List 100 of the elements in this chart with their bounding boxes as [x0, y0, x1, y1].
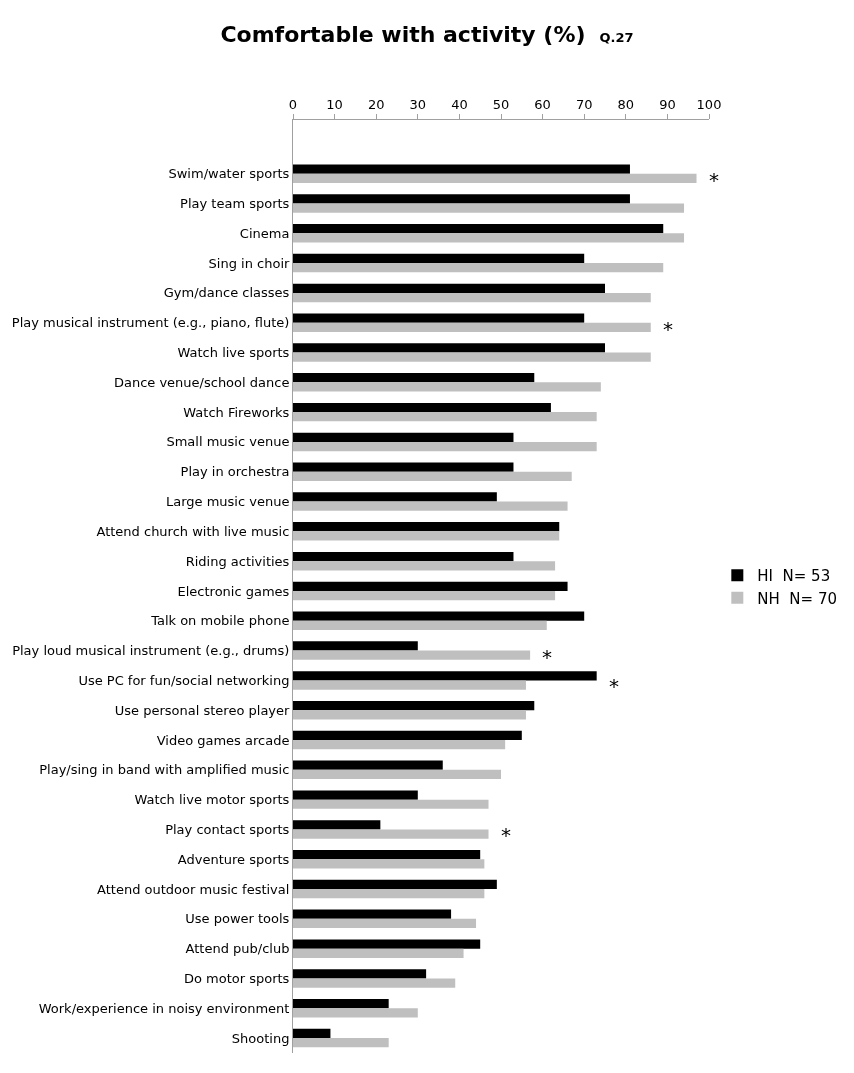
- bar: [293, 561, 556, 571]
- bar: [293, 382, 601, 392]
- bar: [293, 969, 427, 979]
- bar: [293, 551, 514, 562]
- y-tick-label: Small music venue: [166, 434, 290, 450]
- bar: [293, 859, 485, 869]
- bar: [293, 283, 605, 293]
- x-tick-label: 40: [451, 96, 468, 112]
- y-tick-label: Swim/water sports: [168, 166, 290, 182]
- bar: [293, 352, 651, 362]
- y-tick-label: Watch live motor sports: [134, 792, 290, 808]
- bar: [293, 263, 664, 273]
- bar: [293, 829, 489, 839]
- bar: [293, 641, 418, 651]
- y-tick-label: Play team sports: [180, 196, 290, 212]
- annotation: *: [542, 645, 552, 669]
- bar: [293, 492, 497, 502]
- bar: [293, 432, 514, 442]
- bar: [293, 1038, 389, 1048]
- bar: [293, 909, 452, 919]
- y-tick-label: Attend pub/club: [185, 941, 290, 957]
- bar: [293, 462, 514, 472]
- x-tick-label: 70: [575, 96, 593, 112]
- bar: [293, 441, 597, 452]
- bar: [293, 581, 568, 591]
- bar: [293, 233, 685, 243]
- bar: [293, 590, 556, 601]
- x-tick-label: 10: [326, 96, 343, 112]
- bar: [293, 322, 651, 332]
- bar: [293, 620, 547, 631]
- bar: [293, 164, 630, 174]
- bar: [293, 889, 485, 899]
- y-tick-label: Watch Fireworks: [183, 404, 290, 420]
- y-tick-label: Attend church with live music: [96, 523, 290, 539]
- bar: [293, 850, 481, 860]
- bar: [293, 700, 535, 711]
- y-tick-label: Dance venue/school dance: [113, 374, 290, 390]
- bar: [293, 948, 464, 958]
- bar: [293, 939, 481, 949]
- bar: [293, 224, 664, 234]
- bar: [293, 501, 568, 511]
- bar: [293, 710, 526, 720]
- bar: [293, 531, 560, 541]
- y-tick-label: Play loud musical instrument (e.g., drums): [12, 643, 290, 659]
- annotation: *: [709, 168, 719, 192]
- bar: [293, 373, 535, 383]
- y-tick-label: Cinema: [239, 225, 290, 241]
- bar: [293, 978, 456, 988]
- bar: [293, 790, 418, 800]
- bar: [293, 999, 389, 1009]
- bar: [293, 253, 585, 264]
- y-tick-label: Use power tools: [185, 911, 290, 927]
- bar: [293, 471, 572, 481]
- bar: [293, 173, 697, 183]
- bar: [293, 769, 501, 780]
- y-tick-label: Work/experience in noisy environment: [38, 1000, 290, 1016]
- y-tick-label: Watch live sports: [177, 345, 290, 361]
- chart-subtitle: Q.27: [599, 30, 634, 46]
- bar: [293, 1008, 418, 1018]
- y-tick-label: Shooting: [231, 1030, 290, 1046]
- bar: [293, 1028, 331, 1039]
- bar: [293, 650, 531, 660]
- y-tick-label: Sing in choir: [208, 255, 291, 271]
- y-tick-label: Gym/dance classes: [163, 285, 290, 301]
- y-tick-label: Large music venue: [165, 494, 290, 510]
- y-tick-label: Adventure sports: [177, 851, 290, 867]
- y-tick-label: Play/sing in band with amplified music: [39, 762, 290, 778]
- x-tick-label: 50: [492, 96, 510, 112]
- x-tick-label: 20: [367, 96, 385, 112]
- bar: [293, 313, 585, 323]
- y-tick-label: Use PC for fun/social networking: [78, 672, 290, 688]
- bar: [293, 680, 526, 690]
- x-tick-label: 0: [288, 96, 298, 112]
- x-tick-label: 30: [409, 96, 427, 112]
- bar: [293, 522, 560, 532]
- legend-label: HI N= 53: [757, 567, 831, 586]
- bar: [293, 760, 443, 770]
- y-tick-label: Do motor sports: [183, 971, 290, 987]
- x-tick-label: 90: [659, 96, 676, 112]
- y-tick-label: Attend outdoor music festival: [97, 881, 290, 897]
- bar: [293, 292, 651, 303]
- y-tick-label: Play musical instrument (e.g., piano, flute): [11, 315, 290, 331]
- bar: [293, 918, 477, 929]
- annotation: *: [663, 317, 673, 341]
- x-tick-label: 60: [534, 96, 551, 112]
- y-tick-label: Talk on mobile phone: [150, 613, 290, 629]
- annotation: *: [501, 823, 511, 847]
- bar: [293, 343, 605, 353]
- annotation: *: [609, 674, 619, 698]
- bar: [293, 740, 506, 750]
- y-tick-label: Electronic games: [177, 583, 290, 599]
- chart-title: Comfortable with activity (%): [220, 22, 586, 48]
- bar: [293, 402, 551, 413]
- bar: [293, 730, 522, 741]
- bar: [293, 879, 497, 890]
- bar: [293, 611, 585, 621]
- x-tick-label: 100: [696, 96, 722, 112]
- bar: [293, 194, 630, 204]
- bar: [293, 412, 597, 422]
- y-tick-label: Play contact sports: [165, 821, 290, 837]
